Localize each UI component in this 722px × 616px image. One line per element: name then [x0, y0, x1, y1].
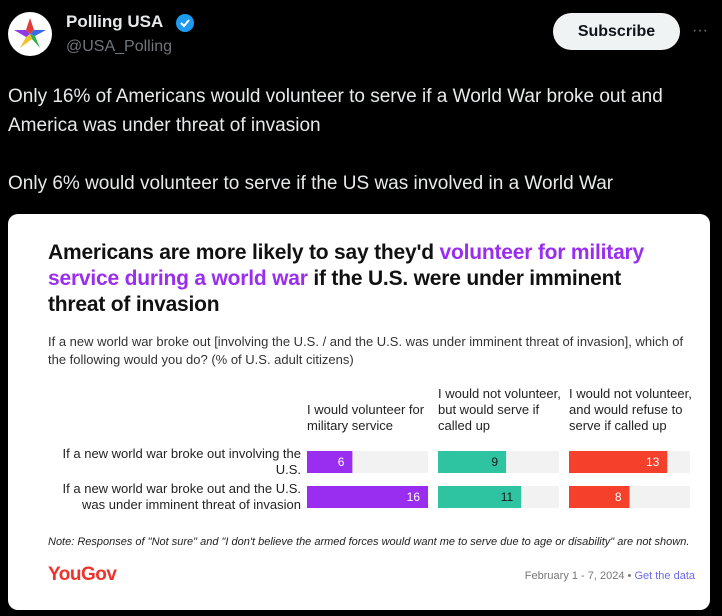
tweet-paragraph: Only 6% would volunteer to serve if the … [8, 173, 614, 194]
chart-card: Americans are more likely to say they'd … [8, 214, 710, 610]
value-label: 11 [501, 490, 514, 504]
chart-subtitle: If a new world war broke out [involving … [48, 334, 684, 367]
row-label: If a new world war broke out and the U.S… [62, 481, 301, 512]
value-label: 6 [338, 455, 345, 469]
subscribe-button[interactable]: Subscribe [553, 13, 680, 50]
chart-note: Note: Responses of "Not sure" and "I don… [48, 536, 690, 548]
column-header: I would volunteer for military service [307, 402, 425, 433]
bar [569, 486, 630, 508]
bars: 6 16 9 11 13 8 [307, 451, 690, 508]
more-button[interactable]: ··· [692, 22, 708, 39]
value-label: 8 [615, 490, 622, 504]
column-header: I would not volunteer, but would serve i… [438, 386, 561, 433]
row-label: If a new world war broke out involving t… [62, 446, 301, 477]
column-header: I would not volunteer, and would refuse … [569, 386, 692, 433]
tweet-paragraph: Only 16% of Americans would volunteer to… [8, 86, 663, 136]
bar [438, 486, 522, 508]
chart-footer: February 1 - 7, 2024 • Get the data [525, 570, 695, 582]
account-handle[interactable]: @USA_Polling [66, 38, 173, 55]
source-logo: YouGov [48, 564, 117, 585]
account-name[interactable]: Polling USA [66, 12, 164, 31]
separator: • [627, 570, 632, 582]
bar [438, 451, 507, 473]
verified-badge [176, 14, 194, 32]
tweet-text: Only 16% of Americans would volunteer to… [8, 82, 713, 198]
title-part: Americans are more likely to say they'd [48, 241, 440, 264]
bar [569, 451, 668, 473]
title-part: volunteer for military service during a … [48, 241, 644, 290]
avatar [8, 12, 52, 56]
value-label: 9 [491, 455, 498, 469]
bar [307, 451, 353, 473]
title-part: if the U.S. were under imminent threat o… [48, 267, 622, 316]
data-link[interactable]: Get the data [634, 570, 695, 582]
bar [307, 486, 428, 508]
chart-title: Americans are more likely to say they'd … [48, 240, 678, 318]
date: February 1 - 7, 2024 [524, 570, 625, 582]
value-label: 16 [407, 490, 421, 504]
value-label: 13 [646, 455, 660, 469]
